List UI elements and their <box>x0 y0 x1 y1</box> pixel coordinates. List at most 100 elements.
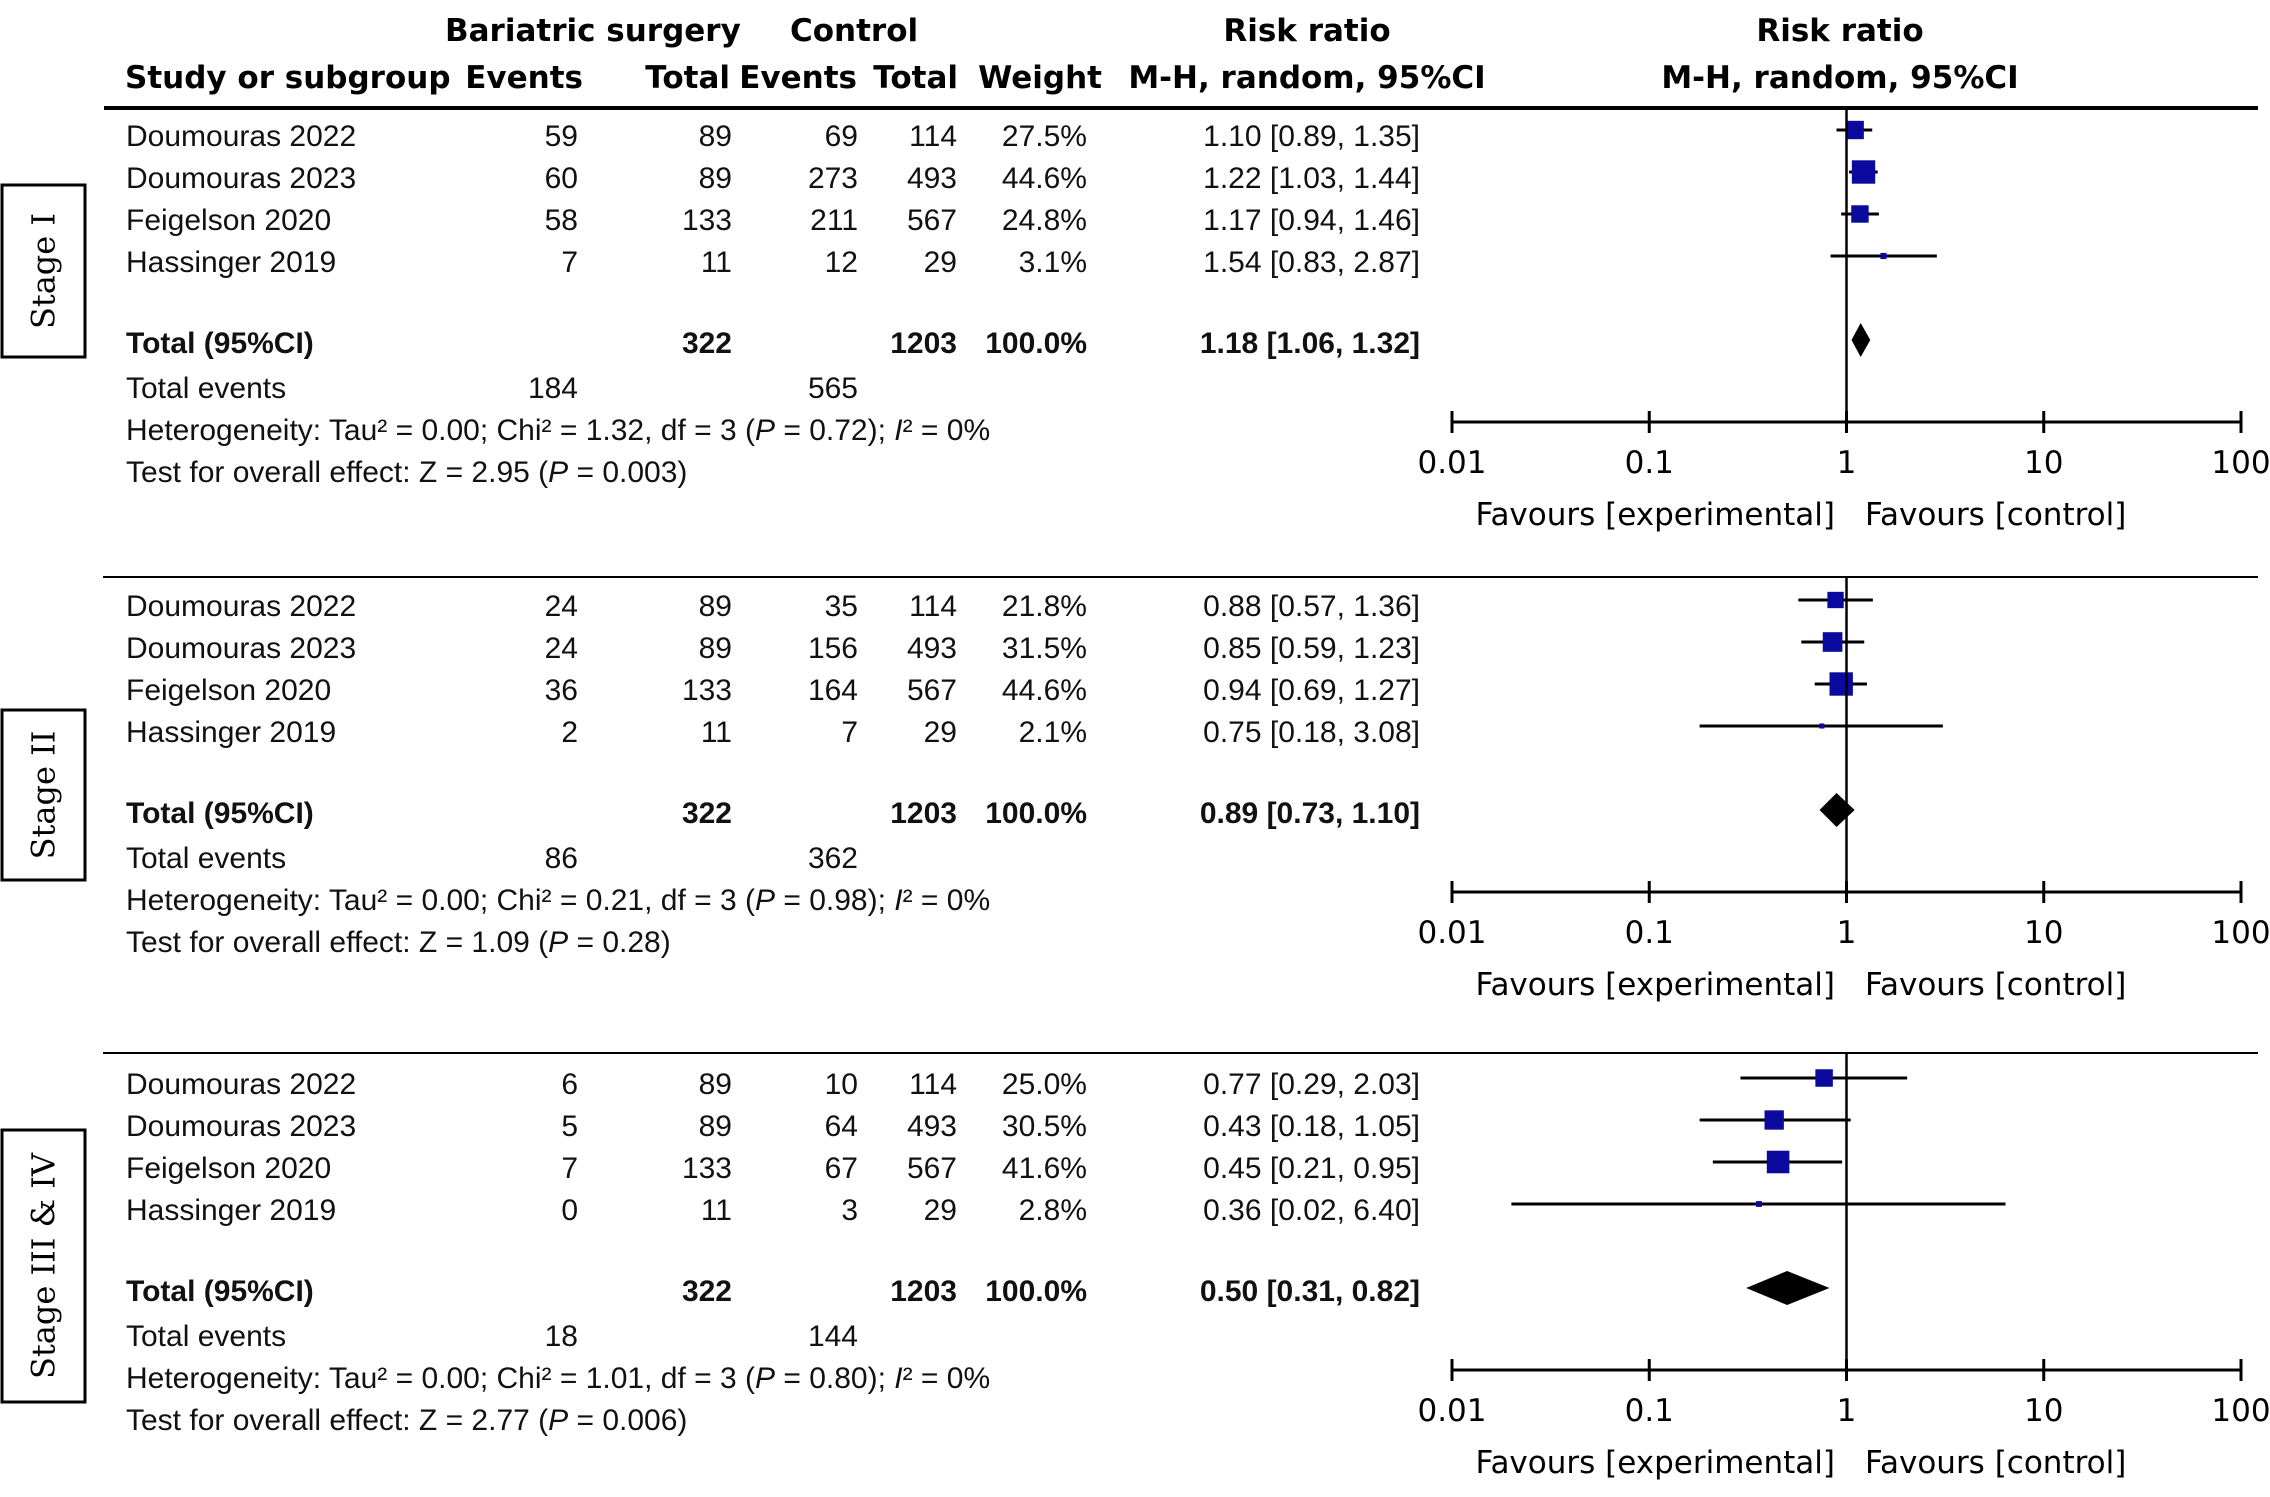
total-weight: 100.0% <box>985 1275 1087 1308</box>
x-tick-label: 10 <box>2024 445 2063 481</box>
risk-ratio-ci: 1.17 [0.94, 1.46] <box>1203 204 1420 237</box>
table-row: Doumouras 2023 5 89 64 493 30.5% 0.43 [0.18, 1… <box>126 1110 1851 1143</box>
events-control: 273 <box>808 162 858 195</box>
x-tick-label: 1 <box>1837 1393 1857 1429</box>
total-bariatric: 89 <box>699 1068 732 1101</box>
total-control: 567 <box>907 674 957 707</box>
table-row: Feigelson 2020 58 133 211 567 24.8% 1.17 [0.94… <box>126 204 1879 237</box>
events-bariatric: 60 <box>545 162 578 195</box>
rr-plot-title: Risk ratio <box>1756 13 1923 49</box>
total-bariatric: 11 <box>701 1194 732 1227</box>
total-label: Total (95%CI) <box>126 327 314 360</box>
p-symbol: P <box>548 1404 568 1437</box>
table-row: Feigelson 2020 7 133 67 567 41.6% 0.45 [0.21, … <box>126 1150 1843 1185</box>
heterogeneity-text: Heterogeneity: Tau² = 0.00; Chi² = 0.21,… <box>126 884 990 917</box>
study-marker <box>1822 632 1843 652</box>
overall-effect-text: Test for overall effect: Z = 2.77 (P = 0… <box>126 1404 687 1437</box>
total-events-control: 565 <box>808 372 858 405</box>
favours-control-label: Favours [control] <box>1865 1445 2126 1481</box>
total-control: 493 <box>907 632 957 665</box>
p-symbol: P <box>755 414 775 447</box>
overall-effect-p-value: = 0.003) <box>568 456 687 489</box>
total-bariatric: 89 <box>699 120 732 153</box>
heterogeneity-prefix: Heterogeneity: Tau² = 0.00; Chi² = 1.01,… <box>126 1362 755 1395</box>
study-name: Doumouras 2022 <box>126 120 356 153</box>
table-row: Doumouras 2022 24 89 35 114 21.8% 0.88 [0.57, … <box>126 590 1873 623</box>
favours-experimental-label: Favours [experimental] <box>1475 967 1835 1003</box>
study-name: Doumouras 2023 <box>126 632 356 665</box>
overall-effect-p-value: = 0.006) <box>568 1404 687 1437</box>
events-bariatric: 5 <box>561 1110 578 1143</box>
total-events-label: Total events <box>126 372 286 405</box>
p-symbol: P <box>755 1362 775 1395</box>
events-control: 35 <box>825 590 858 623</box>
i-squared-symbol: I <box>894 414 902 447</box>
risk-ratio-ci: 1.22 [1.03, 1.44] <box>1203 162 1420 195</box>
x-tick-label: 0.1 <box>1625 915 1674 951</box>
i-squared-value: ² = 0% <box>903 414 991 447</box>
risk-ratio-ci: 0.94 [0.69, 1.27] <box>1203 674 1420 707</box>
rr-plot-subtitle: M-H, random, 95%CI <box>1661 60 2018 96</box>
favours-control-label: Favours [control] <box>1865 497 2126 533</box>
weight-value: 44.6% <box>1002 162 1087 195</box>
events-control: 156 <box>808 632 858 665</box>
total-label: Total (95%CI) <box>126 1275 314 1308</box>
heterogeneity-prefix: Heterogeneity: Tau² = 0.00; Chi² = 0.21,… <box>126 884 755 917</box>
total-events-control: 144 <box>808 1320 858 1353</box>
events-control: 10 <box>825 1068 858 1101</box>
total-bariatric: 133 <box>682 204 732 237</box>
total-row: Total (95%CI) 322 1203 100.0% 1.18 [1.06, 1.… <box>126 323 1871 360</box>
total-bariatric: 89 <box>699 1110 732 1143</box>
weight-value: 3.1% <box>1019 246 1087 279</box>
study-marker <box>1766 1150 1790 1174</box>
stage-label: Stage II <box>25 731 63 860</box>
study-marker <box>1880 252 1887 260</box>
total-bariatric: 11 <box>701 716 732 749</box>
total-control: 1203 <box>890 1275 957 1308</box>
table-row: Feigelson 2020 36 133 164 567 44.6% 0.94 [0.69… <box>126 672 1867 707</box>
total-events-bariatric: 184 <box>528 372 578 405</box>
total-bariatric: 133 <box>682 1152 732 1185</box>
panel-1: Stage I Doumouras 2022 59 89 69 114 27.5% 1.10 … <box>0 108 2270 533</box>
total-bariatric: 133 <box>682 674 732 707</box>
total-control: 29 <box>924 716 957 749</box>
study-marker <box>1756 1201 1762 1207</box>
risk-ratio-ci: 0.36 [0.02, 6.40] <box>1203 1194 1420 1227</box>
total-control: 29 <box>924 246 957 279</box>
i-squared-symbol: I <box>894 884 902 917</box>
p-symbol: P <box>548 456 568 489</box>
total-bariatric: 322 <box>682 327 732 360</box>
total-row: Total (95%CI) 322 1203 100.0% 0.50 [0.31, 0.… <box>126 1271 1830 1308</box>
risk-ratio-ci: 1.10 [0.89, 1.35] <box>1203 120 1420 153</box>
table-row: Hassinger 2019 0 11 3 29 2.8% 0.36 [0.02, 6.40… <box>126 1194 2006 1227</box>
study-name: Feigelson 2020 <box>126 204 331 237</box>
study-name: Feigelson 2020 <box>126 674 331 707</box>
heterogeneity-prefix: Heterogeneity: Tau² = 0.00; Chi² = 1.32,… <box>126 414 755 447</box>
group1-header: Bariatric surgery <box>445 13 741 49</box>
study-marker <box>1851 160 1876 184</box>
events-bariatric: 24 <box>545 632 578 665</box>
overall-effect-p-value: = 0.28) <box>568 926 671 959</box>
total-events-control: 362 <box>808 842 858 875</box>
weight-value: 27.5% <box>1002 120 1087 153</box>
study-marker <box>1815 1069 1833 1087</box>
total-weight: 100.0% <box>985 327 1087 360</box>
weight-value: 24.8% <box>1002 204 1087 237</box>
total-events-label: Total events <box>126 1320 286 1353</box>
events-control: 164 <box>808 674 858 707</box>
heterogeneity-text: Heterogeneity: Tau² = 0.00; Chi² = 1.01,… <box>126 1362 990 1395</box>
total-control: 567 <box>907 1152 957 1185</box>
col-events1-header: Events <box>465 60 583 96</box>
rr-text-title: Risk ratio <box>1223 13 1390 49</box>
i-squared-value: ² = 0% <box>903 884 991 917</box>
events-control: 211 <box>810 204 858 237</box>
panel-2: Stage II Doumouras 2022 24 89 35 114 21.8% 0.88… <box>0 576 2270 1003</box>
study-marker <box>1829 672 1853 696</box>
table-row: Hassinger 2019 7 11 12 29 3.1% 1.54 [0.83, 2.8… <box>126 246 1937 279</box>
study-name: Feigelson 2020 <box>126 1152 331 1185</box>
events-control: 69 <box>825 120 858 153</box>
x-tick-label: 100 <box>2211 1393 2270 1429</box>
study-name: Hassinger 2019 <box>126 716 336 749</box>
risk-ratio-ci: 0.88 [0.57, 1.36] <box>1203 590 1420 623</box>
